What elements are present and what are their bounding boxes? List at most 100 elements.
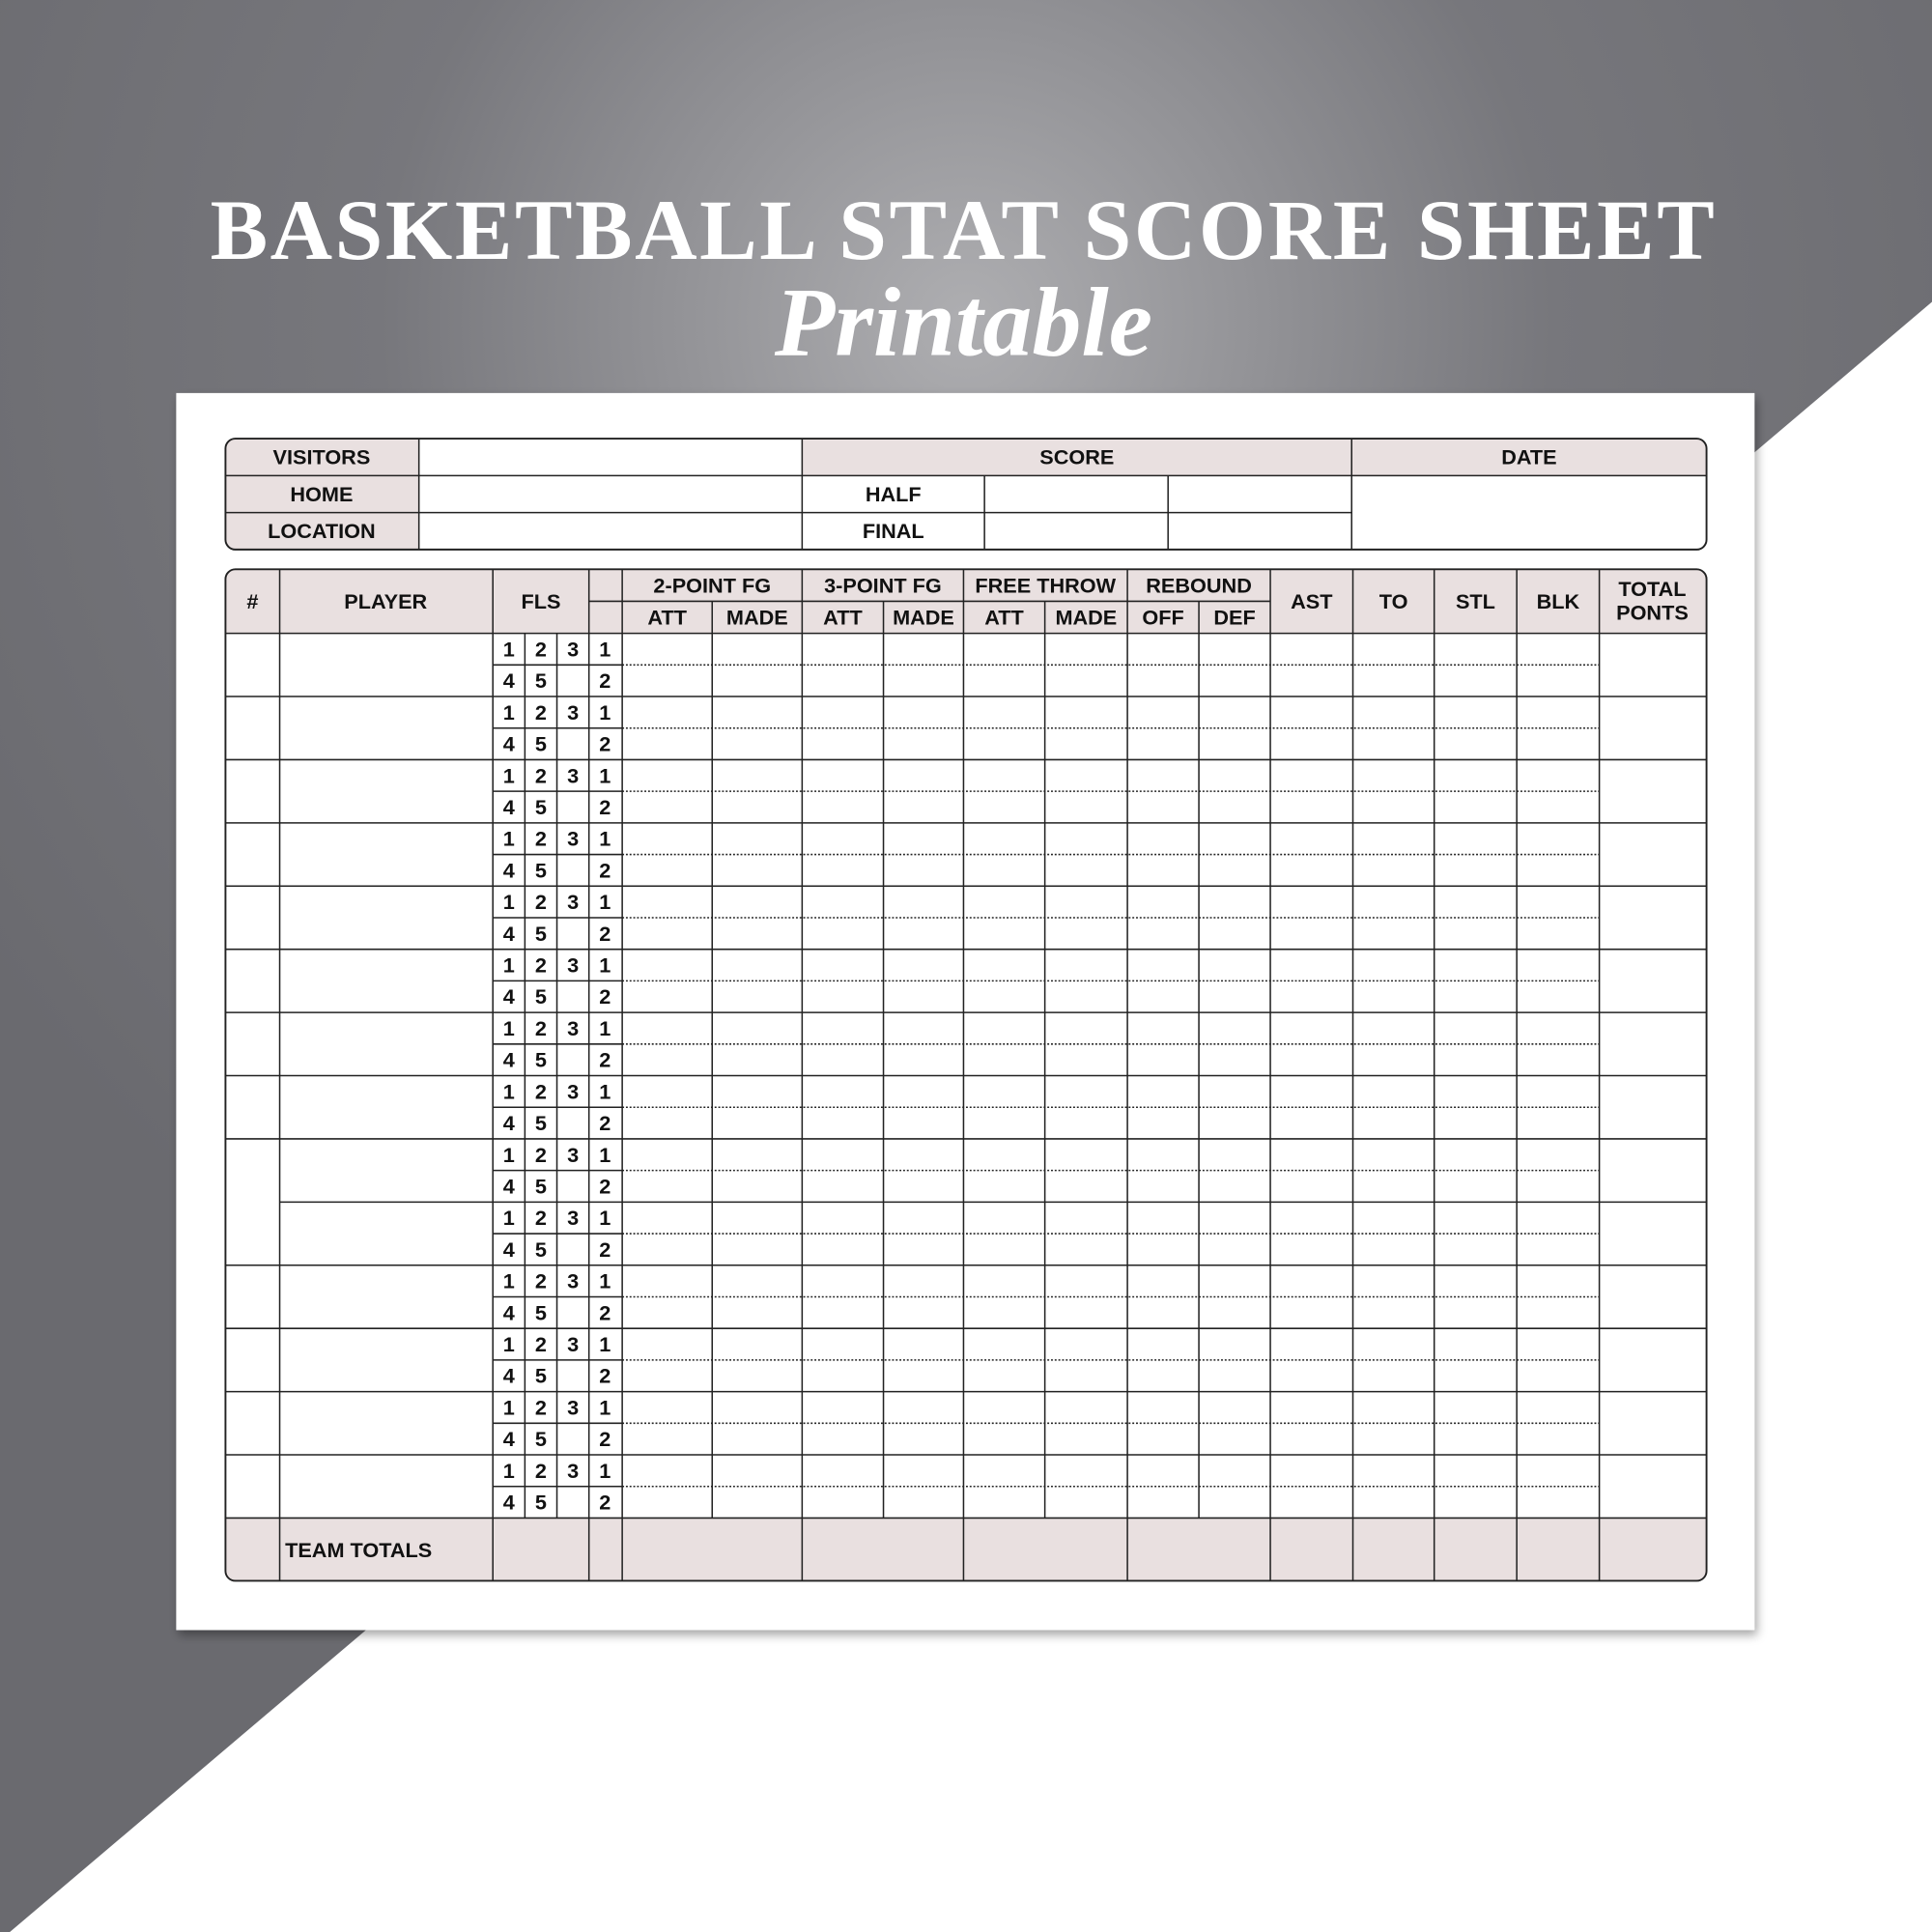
foul-number: 1 (503, 763, 515, 787)
shaded-cell (225, 1518, 1707, 1581)
foul-number: 5 (535, 1111, 547, 1135)
technical-number: 1 (599, 953, 611, 978)
foul-number: 5 (535, 984, 547, 1009)
foul-number: 2 (535, 1016, 547, 1040)
foul-number: 1 (503, 1332, 515, 1356)
technical-number: 2 (599, 922, 611, 946)
foul-number: 5 (535, 668, 547, 693)
foul-number: 1 (503, 1395, 515, 1419)
foul-number: 3 (567, 827, 579, 851)
foul-number: 2 (535, 637, 547, 661)
foul-number: 2 (535, 700, 547, 724)
foul-number: 1 (503, 1269, 515, 1293)
label: HOME (290, 482, 353, 506)
technical-number: 1 (599, 827, 611, 851)
column-header: PLAYER (344, 589, 427, 613)
foul-number: 4 (503, 1174, 515, 1198)
foul-number: 5 (535, 922, 547, 946)
foul-number: 1 (503, 890, 515, 914)
technical-number: 1 (599, 700, 611, 724)
label: DATE (1501, 445, 1556, 469)
column-header: TO (1379, 589, 1408, 613)
foul-number: 1 (503, 1143, 515, 1167)
foul-number: 5 (535, 1237, 547, 1262)
foul-number: 4 (503, 732, 515, 756)
foul-number: 3 (567, 1206, 579, 1230)
foul-number: 4 (503, 795, 515, 819)
technical-number: 2 (599, 1491, 611, 1515)
sub-header: DEF (1213, 606, 1255, 630)
foul-number: 4 (503, 1048, 515, 1072)
info-table: VISITORS HOME LOCATION SCORE DATE HALF FINAL (225, 439, 1707, 550)
shaded-cell (225, 439, 419, 550)
technical-number: 2 (599, 795, 611, 819)
foul-number: 1 (503, 953, 515, 978)
technical-number: 2 (599, 1237, 611, 1262)
foul-number: 5 (535, 732, 547, 756)
foul-number: 4 (503, 1300, 515, 1324)
group-header: 2-POINT FG (653, 573, 771, 597)
technical-number: 2 (599, 1300, 611, 1324)
foul-number: 2 (535, 1143, 547, 1167)
foul-number: 1 (503, 827, 515, 851)
sub-header: MADE (893, 606, 954, 630)
sub-header: OFF (1142, 606, 1183, 630)
foul-number: 2 (535, 827, 547, 851)
technical-number: 2 (599, 668, 611, 693)
sub-header: ATT (823, 606, 863, 630)
foul-number: 2 (535, 1269, 547, 1293)
foul-number: 3 (567, 1079, 579, 1103)
column-header: # (246, 589, 258, 613)
foul-number: 4 (503, 1364, 515, 1388)
stat-border (224, 568, 1708, 1582)
foul-number: 4 (503, 1111, 515, 1135)
technical-number: 1 (599, 1269, 611, 1293)
title: BASKETBALL STAT SCORE SHEET (211, 183, 1718, 278)
foul-number: 1 (503, 700, 515, 724)
technical-number: 2 (599, 984, 611, 1009)
foul-number: 3 (567, 700, 579, 724)
foul-number: 3 (567, 1332, 579, 1356)
foul-number: 2 (535, 953, 547, 978)
foul-number: 4 (503, 984, 515, 1009)
column-header: FLS (521, 589, 560, 613)
technical-number: 1 (599, 1206, 611, 1230)
label: LOCATION (268, 519, 376, 543)
foul-number: 4 (503, 1237, 515, 1262)
foul-number: 2 (535, 1206, 547, 1230)
foul-number: 5 (535, 1174, 547, 1198)
team-totals-label: TEAM TOTALS (285, 1538, 432, 1562)
label: FINAL (863, 519, 924, 543)
column-header: PONTS (1616, 600, 1689, 624)
technical-number: 2 (599, 1427, 611, 1451)
technical-number: 2 (599, 858, 611, 882)
foul-number: 5 (535, 858, 547, 882)
technical-number: 1 (599, 1395, 611, 1419)
foul-number: 3 (567, 763, 579, 787)
technical-number: 2 (599, 732, 611, 756)
group-header: FREE THROW (975, 573, 1116, 597)
foul-number: 2 (535, 763, 547, 787)
foul-number: 3 (567, 637, 579, 661)
foul-number: 1 (503, 637, 515, 661)
technical-number: 1 (599, 1459, 611, 1483)
foul-number: 3 (567, 1395, 579, 1419)
foul-number: 1 (503, 1459, 515, 1483)
sub-header: MADE (726, 606, 788, 630)
subtitle: Printable (774, 269, 1152, 378)
group-header: REBOUND (1146, 573, 1252, 597)
foul-number: 3 (567, 1459, 579, 1483)
foul-number: 5 (535, 795, 547, 819)
foul-number: 3 (567, 1016, 579, 1040)
foul-number: 5 (535, 1427, 547, 1451)
foul-number: 5 (535, 1491, 547, 1515)
sub-header: ATT (647, 606, 687, 630)
column-header: AST (1291, 589, 1332, 613)
column-header: TOTAL (1618, 577, 1686, 601)
technical-number: 1 (599, 1332, 611, 1356)
foul-number: 1 (503, 1079, 515, 1103)
foul-number: 2 (535, 1332, 547, 1356)
sub-header: MADE (1055, 606, 1117, 630)
